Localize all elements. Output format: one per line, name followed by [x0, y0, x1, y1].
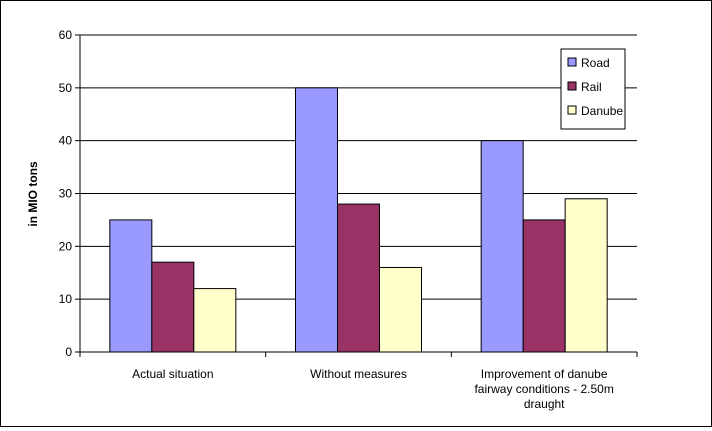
legend-swatch-road	[567, 57, 577, 67]
axes	[75, 34, 638, 357]
y-axis-label: in MIO tons	[26, 161, 40, 227]
bar-danube	[564, 198, 608, 353]
bar-danube	[193, 288, 237, 353]
bars	[109, 87, 608, 353]
y-tick-label: 20	[59, 239, 73, 253]
x-tick-label: Actual situation	[132, 367, 213, 381]
legend-label-road: Road	[581, 56, 610, 70]
bar-rail	[522, 219, 566, 353]
legend-label-danube: Danube	[581, 104, 623, 118]
legend-swatch-rail	[567, 81, 577, 91]
y-tick-label: 60	[59, 28, 73, 42]
legend: Road Rail Danube	[560, 48, 626, 130]
legend-label-rail: Rail	[581, 80, 602, 94]
x-tick-label: Without measures	[310, 367, 407, 381]
x-tick-label: Improvement of danube fairway conditions …	[474, 367, 613, 411]
x-tick-labels: Actual situation Without measures Improvem…	[132, 367, 614, 411]
y-tick-label: 0	[65, 345, 72, 359]
bar-danube	[379, 266, 422, 353]
y-tick-label: 30	[59, 187, 73, 201]
bar-rail	[151, 261, 195, 353]
y-tick-label: 10	[59, 292, 73, 306]
bar-rail	[337, 203, 380, 353]
y-tick-label: 50	[59, 81, 73, 95]
bar-road	[295, 87, 338, 353]
bar-road	[480, 140, 524, 353]
legend-swatch-danube	[567, 105, 577, 115]
y-tick-labels: 0 10 20 30 40 50 60	[59, 28, 73, 359]
bar-road	[109, 219, 153, 353]
y-tick-label: 40	[59, 134, 73, 148]
